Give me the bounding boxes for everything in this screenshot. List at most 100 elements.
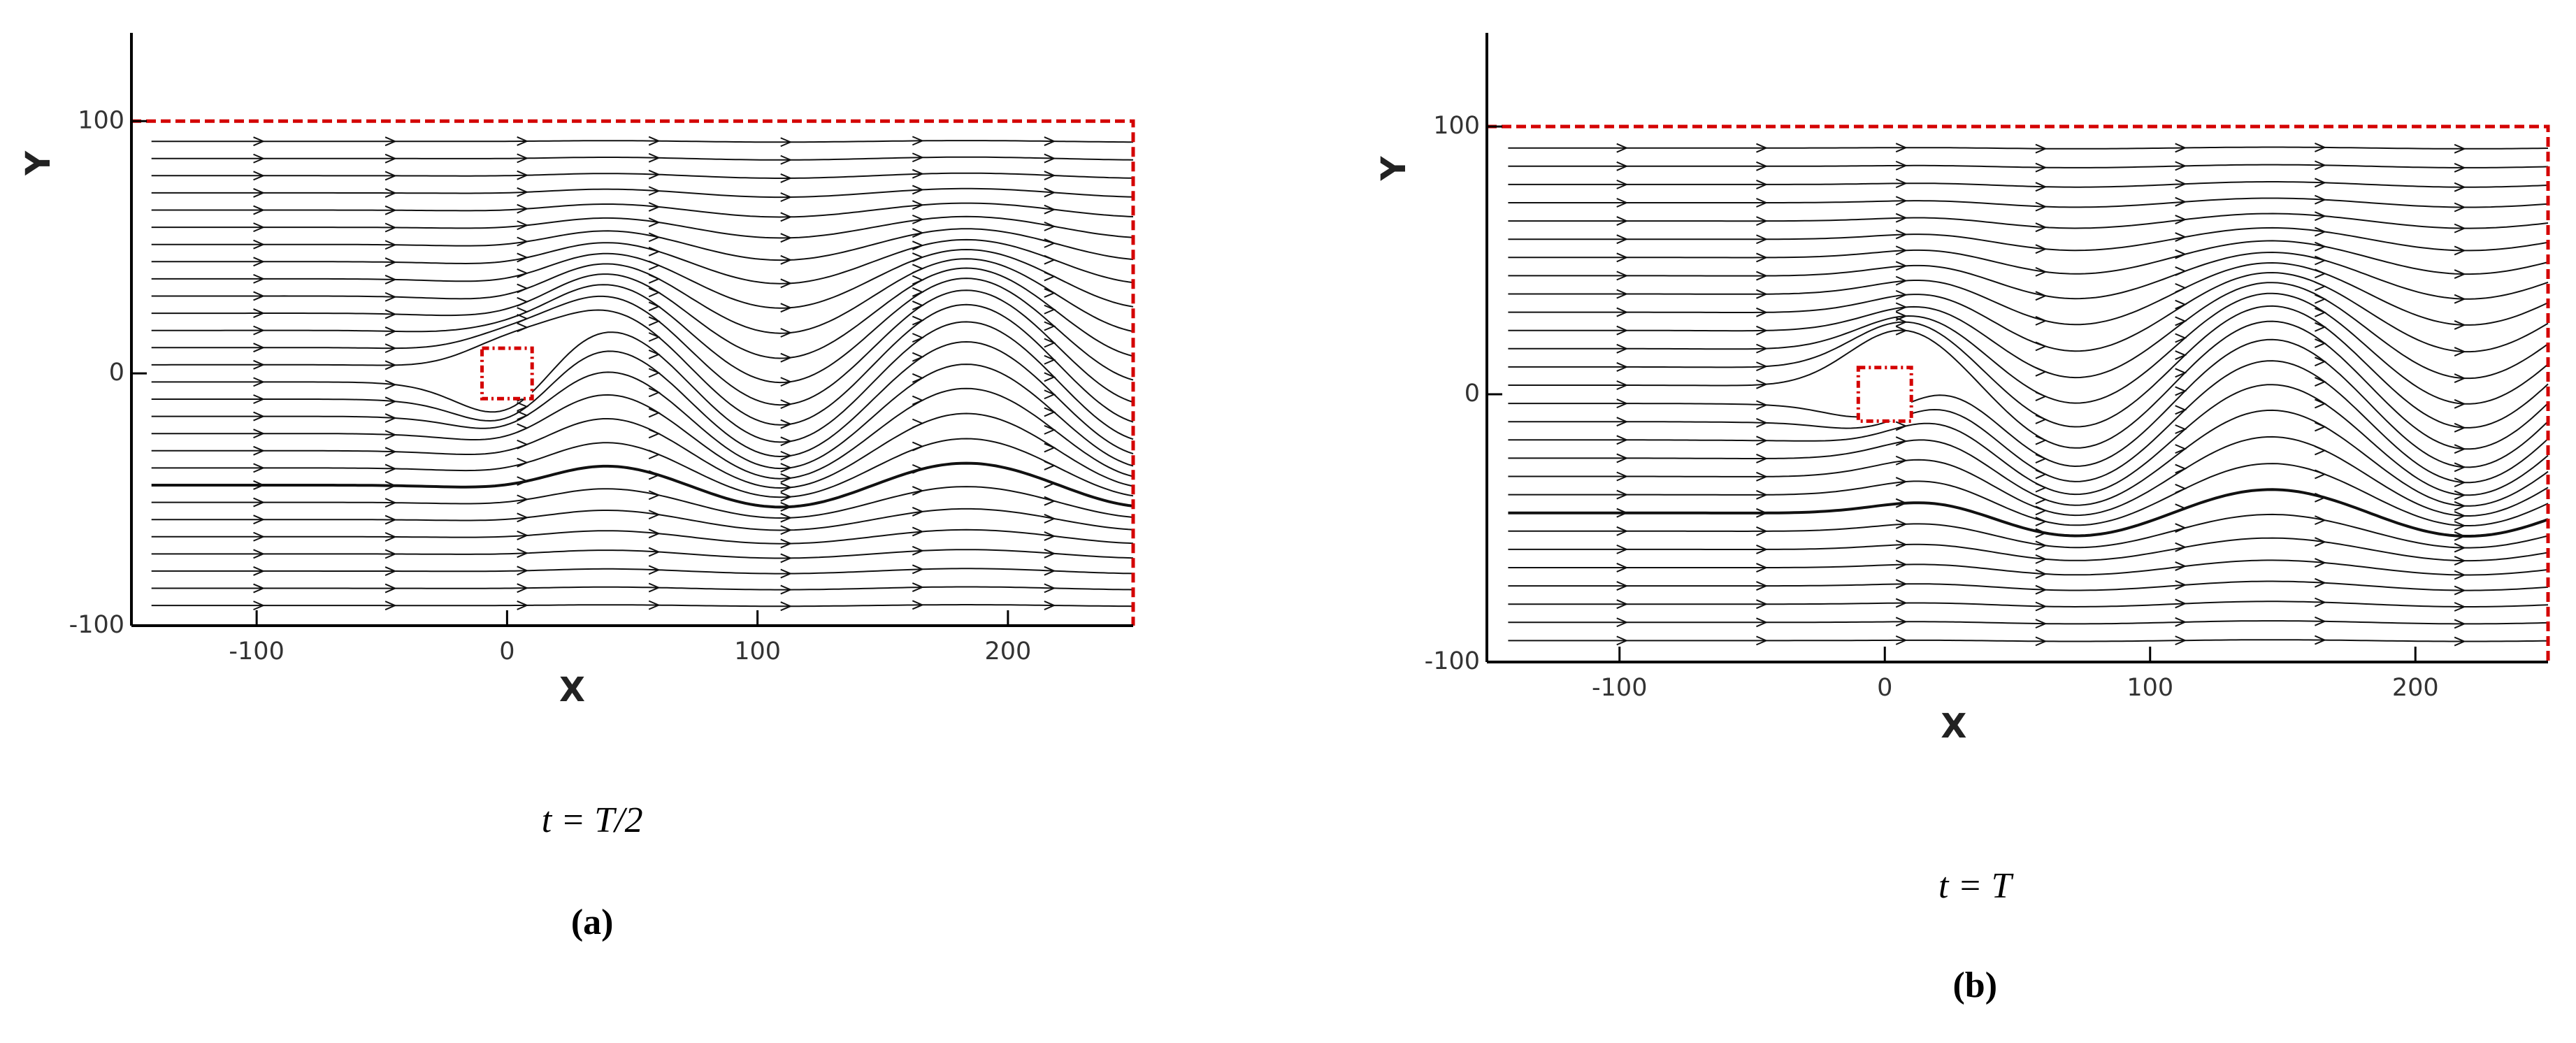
flow-arrow — [2035, 619, 2048, 629]
flow-arrow — [648, 217, 661, 228]
flow-arrow — [2315, 558, 2326, 568]
flow-arrow — [2175, 196, 2187, 207]
flow-arrow — [517, 220, 529, 231]
flow-arrow — [253, 291, 266, 301]
flow-arrow — [912, 168, 924, 179]
flow-arrow — [912, 228, 924, 238]
flow-arrow — [2175, 444, 2187, 454]
flow-arrow — [780, 538, 793, 549]
flow-arrow — [1616, 289, 1629, 299]
flow-arrow — [253, 463, 266, 473]
flow-arrow — [517, 268, 529, 278]
streamline — [151, 321, 1134, 443]
flow-arrow — [2175, 316, 2187, 326]
flow-arrow — [1756, 252, 1769, 263]
flow-arrow — [780, 584, 793, 595]
flow-arrow — [2454, 602, 2466, 612]
flow-arrow — [1616, 234, 1629, 245]
flow-arrow — [1616, 179, 1629, 189]
flow-arrow — [2315, 492, 2326, 503]
flow-arrow — [648, 186, 661, 196]
flow-arrow — [912, 441, 924, 452]
flow-arrow — [1616, 544, 1629, 554]
flow-arrow — [1895, 635, 1908, 645]
flow-arrow — [2454, 202, 2466, 213]
flow-arrow — [2454, 245, 2466, 256]
flow-arrow — [1895, 229, 1908, 240]
flow-arrow — [1044, 531, 1056, 541]
streamline — [151, 303, 1134, 426]
streamline — [151, 289, 1134, 406]
flow-arrow — [2315, 515, 2326, 526]
flow-arrow — [780, 254, 793, 265]
flow-arrow — [780, 553, 793, 563]
flow-arrow — [2035, 366, 2048, 377]
flow-arrow — [384, 292, 397, 302]
flow-arrow — [1895, 213, 1908, 223]
flow-arrow — [384, 309, 397, 319]
y-tick-label: 100 — [78, 106, 124, 134]
flow-arrow — [912, 506, 924, 517]
flow-arrow — [1895, 311, 1908, 322]
flow-arrow — [648, 490, 661, 501]
flow-arrow — [2175, 161, 2187, 171]
flow-arrow — [517, 530, 529, 540]
flow-arrow — [2035, 505, 2048, 516]
flow-arrow — [2035, 540, 2048, 551]
flow-arrow — [780, 352, 793, 363]
flow-arrow — [1895, 421, 1908, 431]
flow-arrow — [1044, 496, 1056, 506]
flow-arrow — [1756, 635, 1769, 646]
flow-arrow — [648, 274, 661, 284]
flow-arrow — [912, 200, 924, 210]
flow-arrow — [1616, 161, 1629, 171]
flow-arrow — [2175, 598, 2187, 609]
flow-arrow — [2035, 517, 2048, 526]
x-tick-label: -100 — [229, 638, 284, 666]
flow-arrow — [1756, 179, 1769, 189]
flow-arrow — [912, 418, 924, 429]
flow-arrow — [648, 301, 661, 312]
streamline — [151, 140, 1133, 143]
streamline — [1508, 271, 2549, 353]
flow-arrow — [648, 510, 661, 520]
flow-arrow — [648, 408, 661, 418]
flow-arrow — [517, 439, 529, 449]
flow-arrow — [1895, 160, 1908, 171]
flow-arrow — [2454, 223, 2466, 233]
flow-arrow — [1756, 489, 1769, 500]
flow-arrow — [1044, 338, 1056, 348]
flow-arrow — [912, 486, 924, 496]
flow-arrow — [517, 494, 529, 505]
flow-arrow — [2035, 554, 2048, 564]
flow-arrow — [384, 188, 397, 199]
flow-arrow — [1756, 161, 1769, 171]
flow-arrow — [1895, 598, 1908, 608]
flow-arrow — [912, 185, 924, 195]
flow-arrow — [648, 152, 661, 163]
streamline — [1508, 409, 2549, 507]
flow-arrow — [912, 582, 924, 592]
flow-arrow — [2175, 635, 2187, 646]
flow-arrow — [780, 419, 793, 429]
flow-arrow — [384, 515, 397, 525]
streamline — [151, 528, 1134, 545]
flow-arrow — [912, 315, 924, 326]
flow-arrow — [2315, 616, 2326, 626]
flow-arrow — [1616, 599, 1629, 610]
flow-arrow — [1895, 436, 1908, 447]
flow-arrow — [780, 328, 793, 338]
flow-arrow — [912, 373, 924, 383]
flow-arrow — [1895, 559, 1908, 570]
flow-arrow — [2454, 511, 2466, 521]
flow-arrow — [384, 326, 397, 336]
flow-arrow — [1895, 325, 1908, 336]
flow-arrow — [517, 476, 529, 487]
flow-arrow — [648, 136, 661, 146]
streamline — [1508, 639, 2549, 642]
flow-arrow — [1044, 372, 1056, 382]
y-tick-label: -100 — [1425, 647, 1480, 675]
flow-arrow — [2035, 182, 2048, 192]
flow-arrow — [517, 548, 529, 559]
